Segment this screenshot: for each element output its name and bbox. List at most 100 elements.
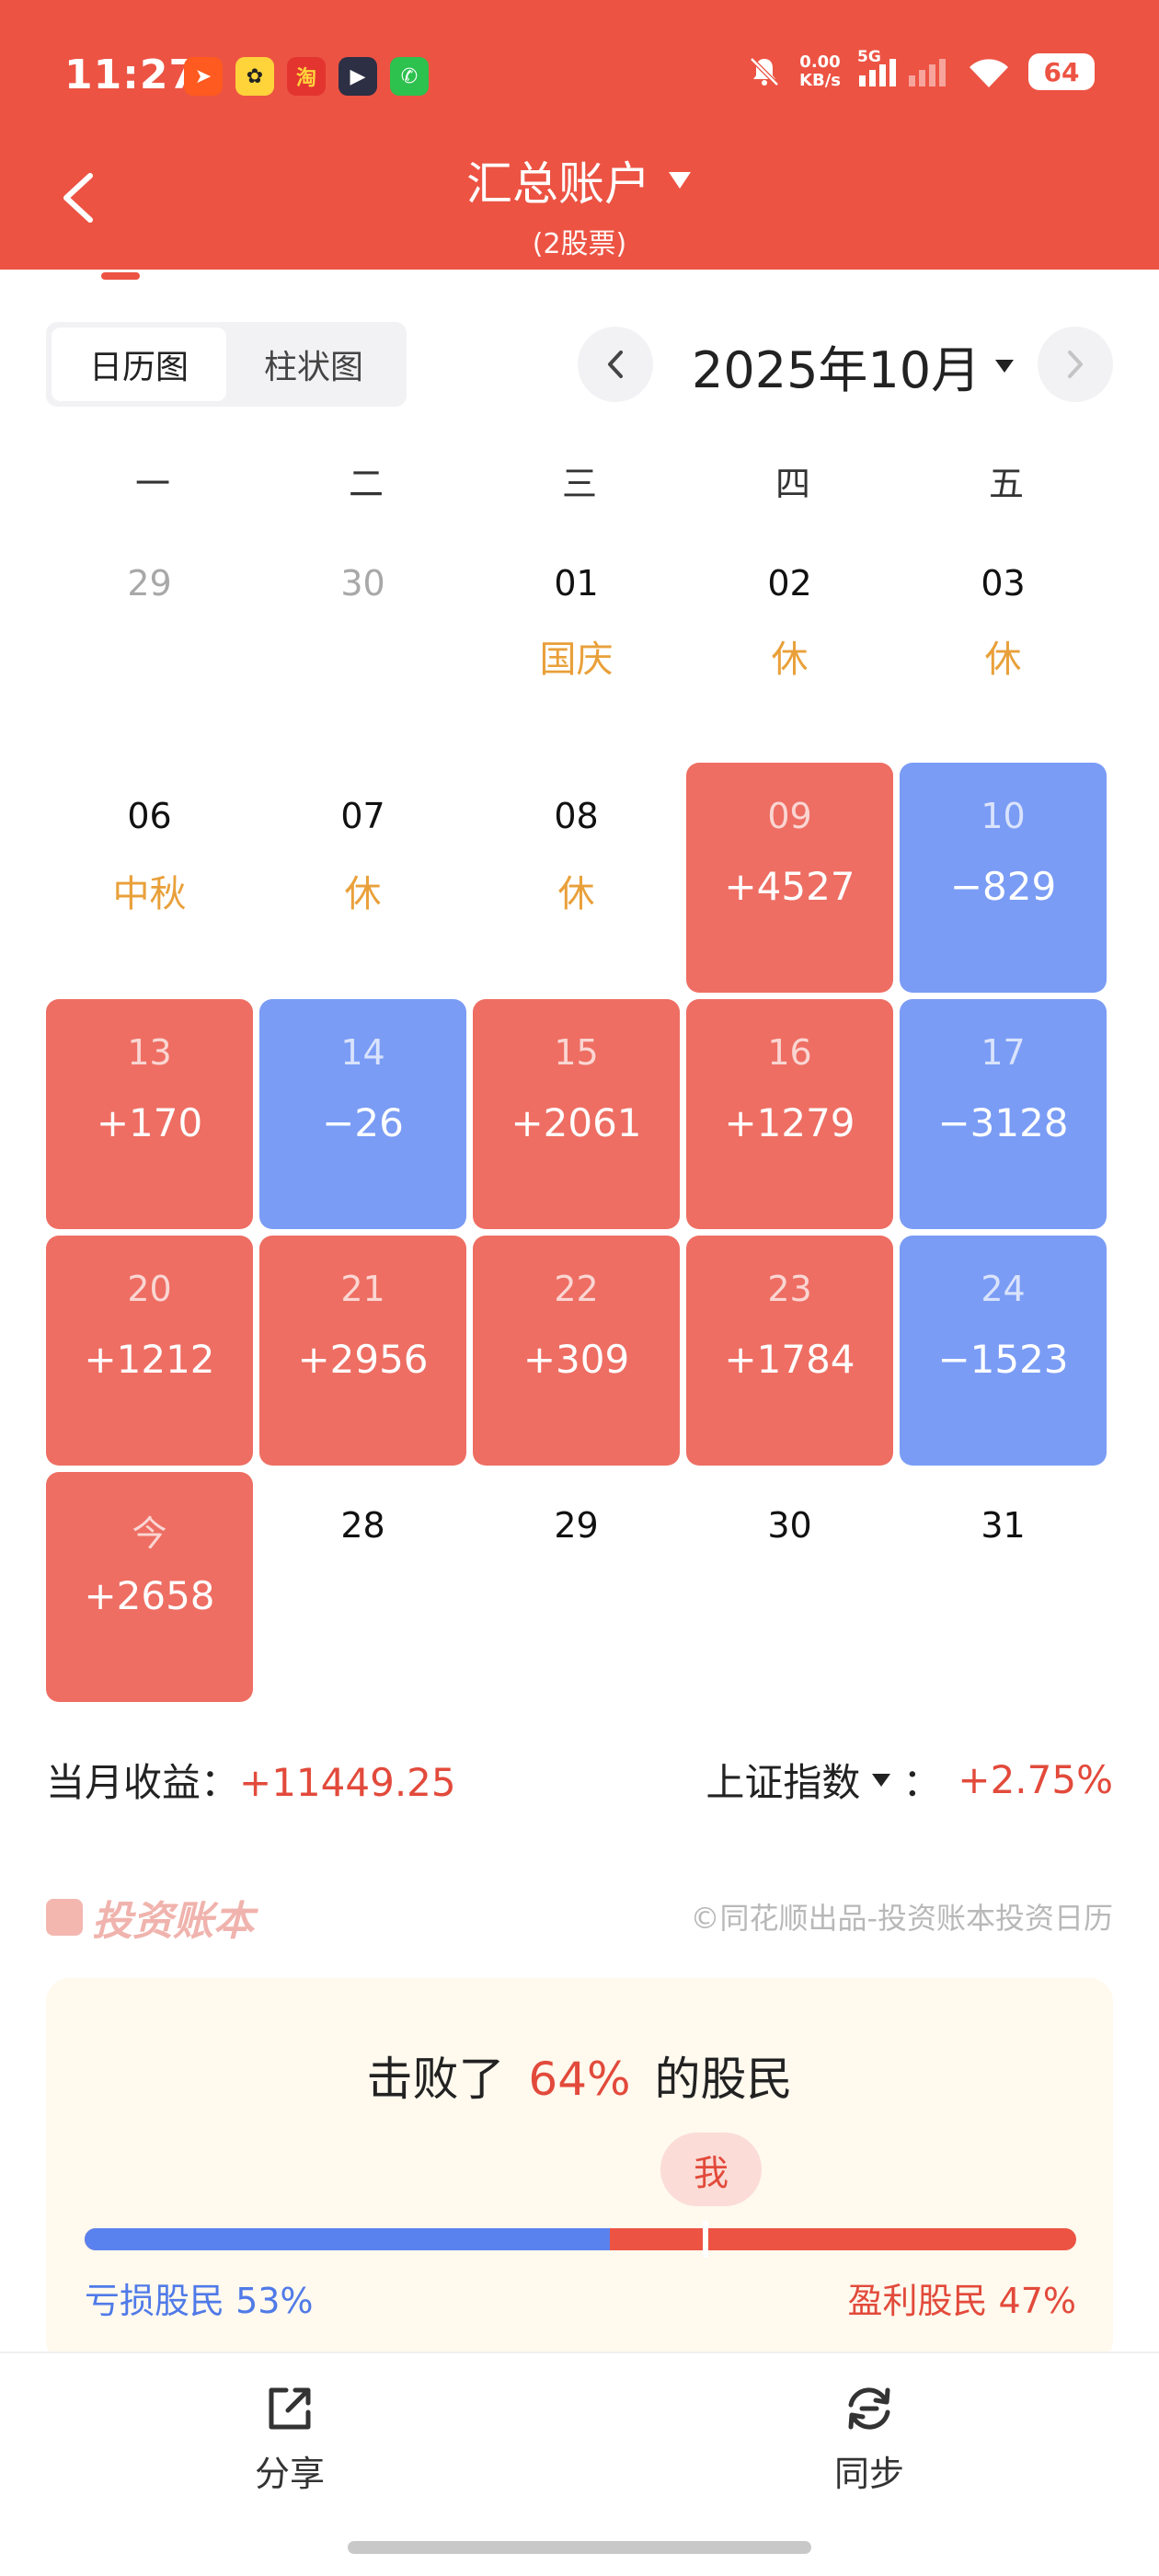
- calendar-grid: 29 30 01 国庆 02 休 03 休 06 中秋 07 休 08 休 09 +4527 10 −829 13 +…: [46, 526, 1113, 1708]
- daily-pnl: +1212: [84, 1337, 215, 1382]
- day-number: 15: [554, 1032, 599, 1073]
- chevron-left-icon: [608, 351, 623, 378]
- index-label: 上证指数: [706, 1760, 861, 1805]
- daily-pnl: +2061: [511, 1100, 642, 1145]
- home-indicator[interactable]: [348, 2541, 811, 2554]
- app-header: 11:27 ➤ ✿ 淘 ▶ ✆ 0.00 KB/s 5G: [0, 0, 1159, 270]
- daily-pnl: −26: [322, 1100, 404, 1145]
- holiday-label: 休: [344, 873, 382, 915]
- tab-bar-view[interactable]: 柱状图: [263, 349, 363, 386]
- calendar-day-cell: 03 休: [900, 526, 1107, 756]
- day-number: 31: [981, 1505, 1026, 1546]
- mute-bell-icon: [750, 57, 779, 86]
- day-number: 08: [554, 796, 599, 836]
- sync-label: 同步: [833, 2454, 904, 2494]
- index-compare[interactable]: 上证指数 ： +2.75%: [706, 1752, 1113, 1808]
- month-selector[interactable]: 2025年10月: [692, 329, 1016, 402]
- daily-pnl: −1523: [937, 1337, 1069, 1382]
- day-number: 今: [132, 1513, 167, 1554]
- calendar-day-cell: 01 国庆: [473, 526, 680, 756]
- day-number: 20: [127, 1269, 172, 1309]
- chart-logo-icon: [46, 1899, 83, 1936]
- network-type: 5G: [857, 48, 881, 66]
- calendar-day-cell[interactable]: 14 −26: [259, 999, 466, 1229]
- share-button[interactable]: 分享: [198, 2381, 382, 2496]
- weekday-label: 五: [988, 464, 1024, 504]
- month-label: 2025年10月: [692, 341, 981, 399]
- prev-month-button[interactable]: [578, 327, 653, 402]
- net-speed-unit: KB/s: [799, 71, 841, 90]
- calendar-day-cell[interactable]: 20 +1212: [46, 1236, 253, 1466]
- daily-pnl: +2658: [84, 1573, 215, 1618]
- weekday-header: 一 二 三 四 五: [46, 455, 1113, 506]
- day-number: 10: [981, 796, 1026, 836]
- ranking-bar: [85, 2228, 1076, 2250]
- page-title[interactable]: 汇总账户: [466, 147, 693, 213]
- ranking-suffix: 的股民: [654, 2053, 793, 2106]
- calendar-day-cell: 06 中秋: [46, 763, 253, 993]
- account-title: 汇总账户: [466, 157, 650, 211]
- weekday-label: 三: [561, 464, 597, 504]
- day-number: 28: [340, 1505, 385, 1546]
- status-app-icons: ➤ ✿ 淘 ▶ ✆: [184, 57, 429, 96]
- calendar-day-cell[interactable]: 10 −829: [900, 763, 1107, 993]
- day-number: 01: [554, 563, 599, 604]
- day-number: 30: [340, 563, 385, 604]
- day-number: 23: [767, 1269, 812, 1309]
- calendar-day-cell[interactable]: 09 +4527: [686, 763, 893, 993]
- calendar-week-row: 20 +1212 21 +2956 22 +309 23 +1784 24 −1523: [46, 1236, 1113, 1472]
- day-number: 22: [554, 1269, 599, 1309]
- day-number: 07: [340, 796, 385, 836]
- me-position-marker: [703, 2221, 708, 2258]
- daily-pnl: +2956: [297, 1337, 429, 1382]
- holiday-label: 休: [557, 873, 595, 915]
- profit-investors-label: 盈利股民 47%: [847, 2281, 1076, 2321]
- calendar-day-cell[interactable]: 15 +2061: [473, 999, 680, 1229]
- weekday-label: 四: [775, 464, 810, 504]
- sync-button[interactable]: 同步: [777, 2381, 961, 2496]
- calendar-day-cell: 30: [686, 1472, 893, 1702]
- calendar-day-cell: 29: [473, 1472, 680, 1702]
- holiday-label: 中秋: [112, 873, 187, 915]
- tab-calendar-view[interactable]: 日历图: [52, 328, 226, 401]
- net-speed: 0.00 KB/s: [799, 53, 841, 90]
- share-label: 分享: [254, 2454, 325, 2494]
- day-number: 02: [767, 563, 812, 604]
- day-number: 14: [340, 1032, 385, 1073]
- holiday-label: 国庆: [539, 638, 614, 681]
- calendar-day-cell: 08 休: [473, 763, 680, 993]
- next-month-button[interactable]: [1038, 327, 1113, 402]
- calendar-day-cell[interactable]: 21 +2956: [259, 1236, 466, 1466]
- telegram-icon: ➤: [184, 57, 223, 96]
- calendar-day-cell[interactable]: 16 +1279: [686, 999, 893, 1229]
- view-toggle: 日历图 柱状图: [46, 322, 407, 407]
- wifi-icon: [970, 59, 1008, 87]
- day-number: 16: [767, 1032, 812, 1073]
- monthly-profit-value: +11449.25: [239, 1760, 456, 1805]
- header-title-area[interactable]: 汇总账户 (2股票): [0, 147, 1159, 261]
- tab-indicator: [101, 272, 140, 280]
- sync-icon: [848, 2387, 890, 2430]
- monthly-profit-label: 当月收益：: [46, 1760, 240, 1805]
- bottom-action-bar: 分享 同步: [0, 2352, 1159, 2576]
- chevron-right-icon: [1068, 351, 1083, 378]
- calendar-day-cell[interactable]: 23 +1784: [686, 1236, 893, 1466]
- calendar-day-cell[interactable]: 24 −1523: [900, 1236, 1107, 1466]
- back-arrow-icon[interactable]: [55, 170, 101, 225]
- holiday-label: 休: [984, 638, 1022, 681]
- ranking-bar-loss-segment: [85, 2228, 611, 2250]
- calendar-week-row: 29 30 01 国庆 02 休 03 休: [46, 526, 1113, 763]
- calendar-day-cell[interactable]: 22 +309: [473, 1236, 680, 1466]
- net-speed-value: 0.00: [799, 52, 841, 72]
- calendar-day-cell[interactable]: 13 +170: [46, 999, 253, 1229]
- calendar-day-cell[interactable]: 17 −3128: [900, 999, 1107, 1229]
- taobao-icon: 淘: [287, 57, 326, 96]
- status-time: 11:27: [64, 52, 199, 98]
- wechat-icon: ✆: [390, 57, 429, 96]
- calendar-day-cell[interactable]: 今 +2658: [46, 1472, 253, 1702]
- index-separator: ：: [902, 1760, 942, 1805]
- day-number: 30: [767, 1505, 812, 1546]
- weekday-label: 二: [348, 464, 384, 504]
- caret-down-icon: [669, 172, 691, 189]
- account-subtitle: (2股票): [532, 228, 627, 260]
